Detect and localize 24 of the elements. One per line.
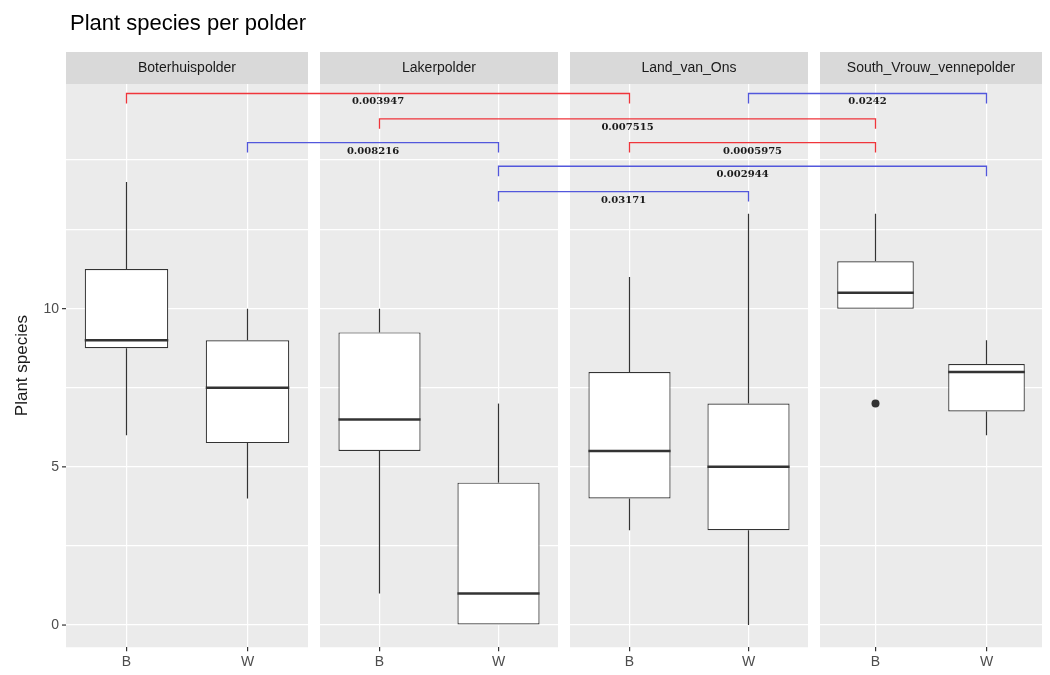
y-tick-label: 0 bbox=[51, 615, 60, 632]
y-tick-label: 5 bbox=[51, 457, 60, 474]
annotation: 0.003947 bbox=[351, 95, 405, 107]
x-tick-label: W bbox=[491, 653, 506, 670]
chart-subtitle: Land_van_Ons bbox=[641, 58, 737, 75]
annotation: 0.0005975 bbox=[722, 144, 783, 156]
chart-subtitle: Lakerpolder bbox=[402, 58, 477, 75]
y-tick-label: 10 bbox=[43, 299, 60, 316]
x-tick-label: B bbox=[374, 653, 385, 670]
annotation: 0.0242 bbox=[848, 95, 887, 107]
annotation: 0.008216 bbox=[346, 144, 400, 156]
y-axis-title: Plant species bbox=[11, 315, 31, 417]
annotation: 0.002944 bbox=[716, 168, 769, 180]
annotation: 0.03171 bbox=[600, 193, 647, 205]
x-tick-label: W bbox=[240, 653, 255, 670]
x-tick-label: B bbox=[121, 653, 132, 670]
annotation: 0.007515 bbox=[601, 120, 654, 132]
chart-subtitle: Boterhuispolder bbox=[137, 58, 237, 75]
x-tick-label: B bbox=[870, 653, 881, 670]
x-tick-label: B bbox=[624, 653, 635, 670]
x-tick-label: W bbox=[741, 653, 756, 670]
chart-title: Plant species per polder bbox=[69, 9, 308, 37]
chart-subtitle: South_Vrouw_vennepolder bbox=[846, 58, 1016, 75]
x-tick-label: W bbox=[979, 653, 994, 670]
